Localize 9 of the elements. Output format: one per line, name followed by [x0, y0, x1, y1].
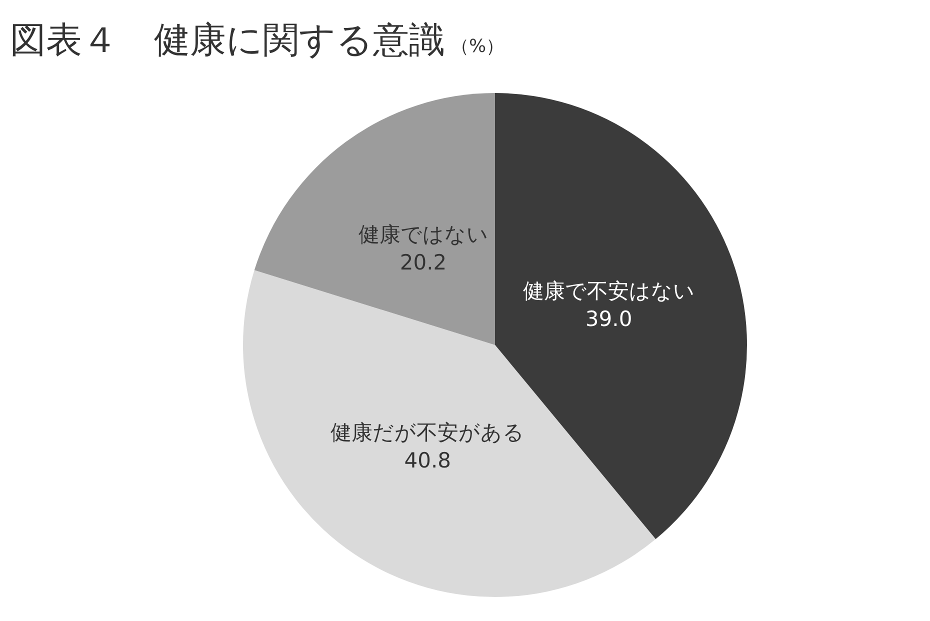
- chart-title: 図表４ 健康に関する意識: [10, 20, 445, 61]
- slice-label: 健康ではない: [358, 222, 488, 247]
- pie-slice: [254, 93, 495, 345]
- slice-label: 健康で不安はない: [522, 279, 695, 304]
- data-label: 39.0: [585, 307, 632, 332]
- data-label: 40.8: [404, 448, 452, 472]
- slice-label: 健康だが不安がある: [330, 420, 525, 444]
- chart-subtitle: （%）: [451, 36, 504, 57]
- data-label: 20.2: [400, 250, 447, 275]
